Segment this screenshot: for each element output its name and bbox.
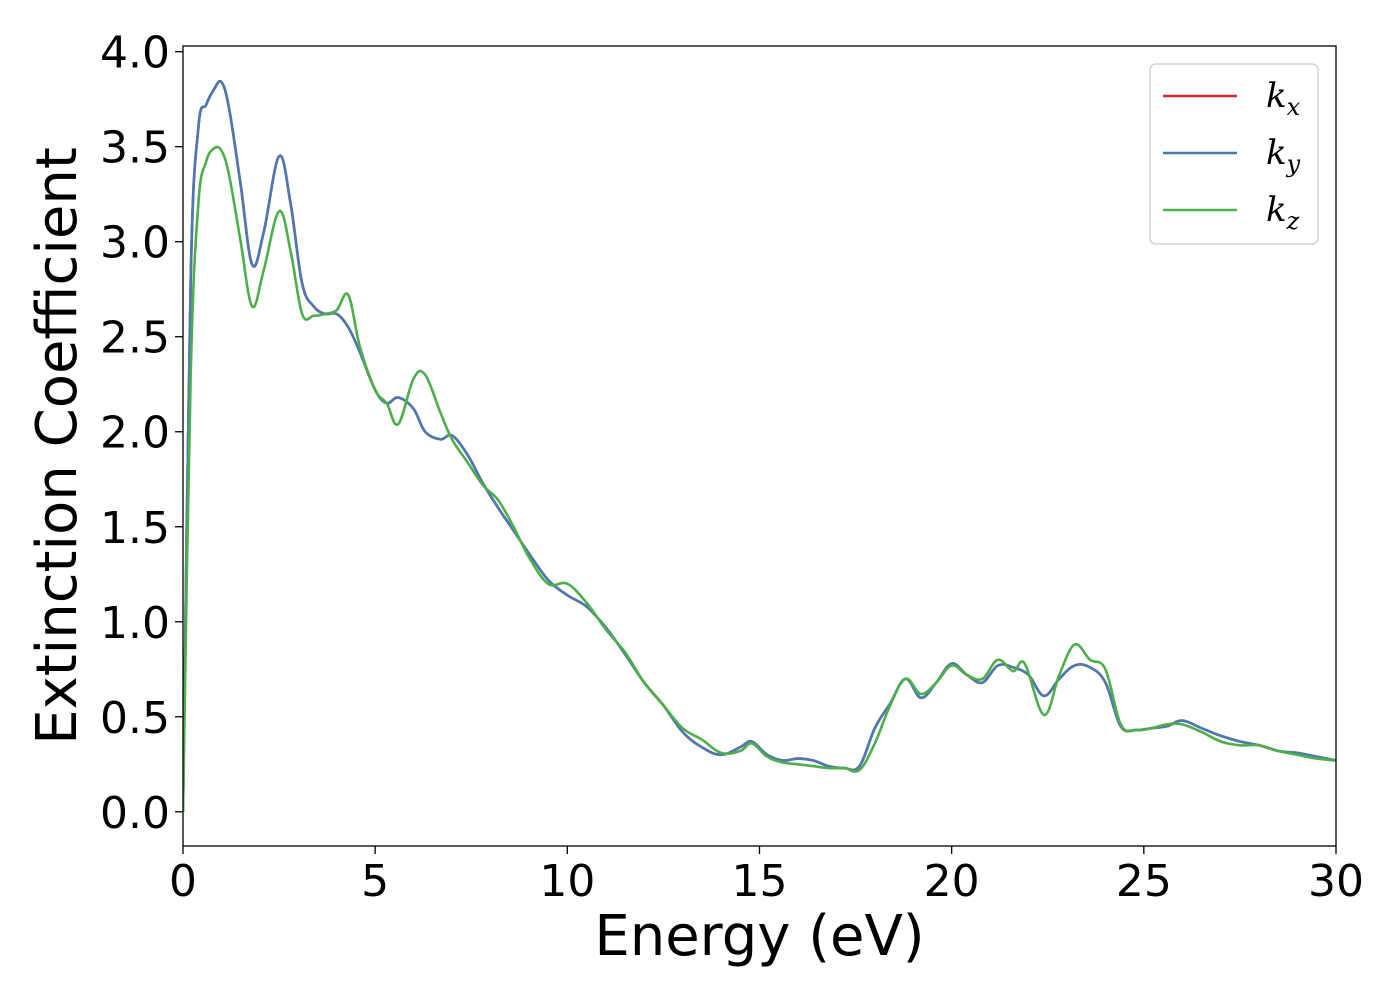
x-tick-label: 10 (539, 856, 595, 907)
x-axis: 0 5 10 15 20 25 30 (169, 846, 1364, 907)
legend-label-kz: kz (1266, 190, 1300, 235)
x-axis-title: Energy (eV) (594, 904, 924, 969)
y-tick-label: 0.5 (100, 693, 170, 744)
y-tick-label: 1.0 (100, 598, 170, 649)
x-tick-label: 15 (732, 856, 788, 907)
y-tick-label: 3.5 (100, 123, 170, 174)
y-tick-label: 1.5 (100, 503, 170, 554)
x-tick-label: 0 (169, 856, 197, 907)
legend-label-ky: ky (1266, 133, 1301, 178)
y-tick-label: 2.0 (100, 408, 170, 459)
y-tick-label: 4.0 (100, 28, 170, 79)
series-line-kz (183, 145, 1336, 812)
series-layer (183, 79, 1336, 812)
y-tick-label: 0.0 (100, 788, 170, 839)
legend: kx ky kz (1149, 63, 1319, 245)
y-tick-label: 3.0 (100, 218, 170, 269)
x-tick-label: 20 (924, 856, 980, 907)
y-tick-label: 2.5 (100, 313, 170, 364)
y-axis-title: Extinction Coefficient (25, 147, 90, 745)
x-tick-label: 30 (1308, 856, 1364, 907)
series-line-ky (183, 79, 1336, 812)
y-axis: 0.0 0.5 1.0 1.5 2.0 2.5 3.0 3.5 4.0 (100, 28, 183, 839)
x-tick-label: 5 (361, 856, 389, 907)
x-tick-label: 25 (1116, 856, 1172, 907)
legend-label-kx: kx (1266, 76, 1301, 121)
